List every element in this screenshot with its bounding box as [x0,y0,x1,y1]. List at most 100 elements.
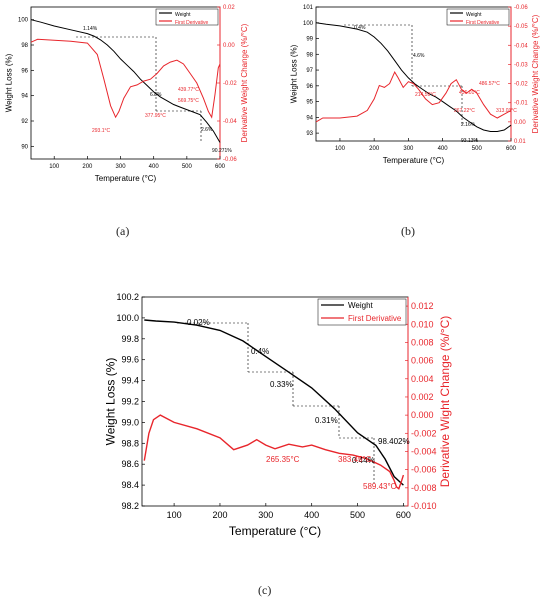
chart-0-y-tick-label: 94 [21,94,28,100]
chart-2-annotation: 98.402% [378,437,410,446]
chart-1-y2-tick-label: 0.00 [514,120,526,126]
chart-1-y-axis-title: Weight Loss (%) [289,44,298,103]
chart-1-y-tick-label: 93 [306,131,313,137]
chart-1-x-tick-label: 500 [472,146,483,152]
chart-0-y-tick-label: 92 [21,119,28,125]
chart-2-y2-tick-label: 0.000 [411,410,434,420]
chart-2-annotation: 0.44% [352,456,375,465]
chart-2-y2-tick-label: 0.004 [411,374,434,384]
chart-0-x-tick-label: 300 [116,164,127,170]
chart-0-annotation: 377.95°C [145,113,166,119]
chart-2-y2-tick-label: -0.010 [411,501,437,511]
chart-2-y-tick-label: 100.2 [116,292,139,302]
chart-1-y-tick-label: 98 [306,52,313,58]
chart-1-y-tick-label: 99 [306,37,313,43]
chart-2-annotation: 0.4% [251,347,269,356]
chart-2-y-axis-title: Weight Loss (%) [104,358,118,446]
chart-1-y2-tick-label: 0.01 [514,139,526,145]
chart-0-x-tick-label: 600 [215,164,226,170]
chart-0-annotation: 1.14% [83,26,98,32]
chart-0-series-weight-line [30,19,221,143]
chart-2-series-weight-line [144,319,404,486]
chart-1-y-tick-label: 95 [306,100,313,106]
chart-2-y2-tick-label: -0.004 [411,446,437,456]
chart-1-x-tick-label: 600 [506,146,517,152]
chart-2-y2-tick-label: 0.008 [411,337,434,347]
chart-2-y-tick-label: 99.6 [121,355,139,365]
chart-0-annotation: 569.75°C [178,98,199,104]
chart-0-y-tick-label: 96 [21,68,28,74]
chart-1-legend-label: Weight [466,12,482,18]
chart-0-annotation: 6.8% [150,92,162,98]
chart-1-x-tick-label: 200 [369,146,380,152]
chart-0-x-tick-label: 400 [149,164,160,170]
chart-2-x-tick-label: 200 [212,510,227,520]
chart-2-x-tick-label: 500 [350,510,365,520]
chart-1-annotation: 436.01°C [459,90,480,96]
chart-1-legend-label: First Derivative [466,20,500,26]
chart-2-y-tick-label: 99.8 [121,334,139,344]
chart-1-y2-tick-label: -0.01 [514,101,528,107]
chart-0-x-tick-label: 200 [82,164,93,170]
chart-1-annotation: 2.16% [461,122,476,128]
chart-0-y2-tick-label: 0.02 [223,5,235,11]
chart-2-annotation: 0.02% [187,318,210,327]
chart-1-y-tick-label: 94 [306,115,313,121]
chart-0-annotation: 293.1°C [92,128,111,134]
chart-1-annotation: 4.6% [413,53,425,59]
chart-1-y2-tick-label: -0.04 [514,43,528,49]
chart-1-annotation: 214.59°C [415,92,436,98]
chart-2-y-tick-label: 98.6 [121,459,139,469]
chart-2-x-axis-title: Temperature (°C) [229,524,321,538]
chart-2-y2-tick-label: 0.002 [411,392,434,402]
chart-0-y2-tick-label: 0.00 [223,43,235,49]
chart-2-y2-tick-label: -0.006 [411,465,437,475]
chart-2-x-tick-label: 100 [167,510,182,520]
chart-1-y2-tick-label: -0.05 [514,24,528,30]
chart-1-y2-tick-label: -0.03 [514,62,528,68]
chart-1-y-tick-label: 97 [306,68,313,74]
chart-2-y2-tick-label: -0.008 [411,483,437,493]
chart-2-y-tick-label: 99.4 [121,376,139,386]
chart-0-annotation: 2.6% [201,127,213,133]
caption-b: (b) [401,224,415,238]
chart-1-y2-tick-label: -0.06 [514,5,528,11]
chart-2-x-tick-label: 300 [258,510,273,520]
chart-1-y-tick-label: 100 [303,21,314,27]
chart-0-legend-label: Weight [175,12,191,18]
chart-1-annotation: 0.4% [354,25,366,31]
chart-2-legend-label: First Derivative [348,314,402,323]
chart-2-annotation: 383.45°C [338,455,372,464]
chart-2-series-first-derivative-line [143,414,405,490]
chart-2-annotation: 0.33% [270,380,293,389]
chart-1-x-tick-label: 400 [438,146,449,152]
caption-c: (c) [258,583,272,597]
chart-0-y-axis-title: Weight Loss (%) [4,53,13,112]
chart-2-y-tick-label: 100.0 [116,313,139,323]
chart-2-x-tick-label: 600 [396,510,411,520]
chart-0-y-tick-label: 100 [18,18,29,24]
chart-2-y2-tick-label: 0.010 [411,319,434,329]
chart-0-series-first-derivative-line [30,38,221,119]
chart-1-x-axis-title: Temperature (°C) [383,156,445,165]
chart-2-y2-tick-label: 0.006 [411,356,434,366]
chart-0-annotation: 439.77°C [178,87,199,93]
chart-2-y-tick-label: 99.0 [121,417,139,427]
chart-2-y2-tick-label: -0.002 [411,428,437,438]
chart-1-series-weight-line [315,22,512,132]
caption-a: (a) [116,224,130,238]
chart-1-annotation: 313.03°C [496,108,517,114]
chart-0-x-tick-label: 500 [182,164,193,170]
chart-2-annotation: 589.43°C [363,482,397,491]
chart-2-legend-box [317,298,407,326]
chart-2-y-tick-label: 98.4 [121,480,139,490]
chart-1-x-tick-label: 100 [335,146,346,152]
chart-2-y-tick-label: 98.2 [121,501,139,511]
chart-2-y2-tick-label: 0.012 [411,301,434,311]
chart-1-y-tick-label: 96 [306,84,313,90]
chart-2-x-tick-label: 400 [304,510,319,520]
chart-2-annotation: 0.31% [315,416,338,425]
chart-0-x-tick-label: 100 [49,164,60,170]
chart-0-y-tick-label: 98 [21,43,28,49]
